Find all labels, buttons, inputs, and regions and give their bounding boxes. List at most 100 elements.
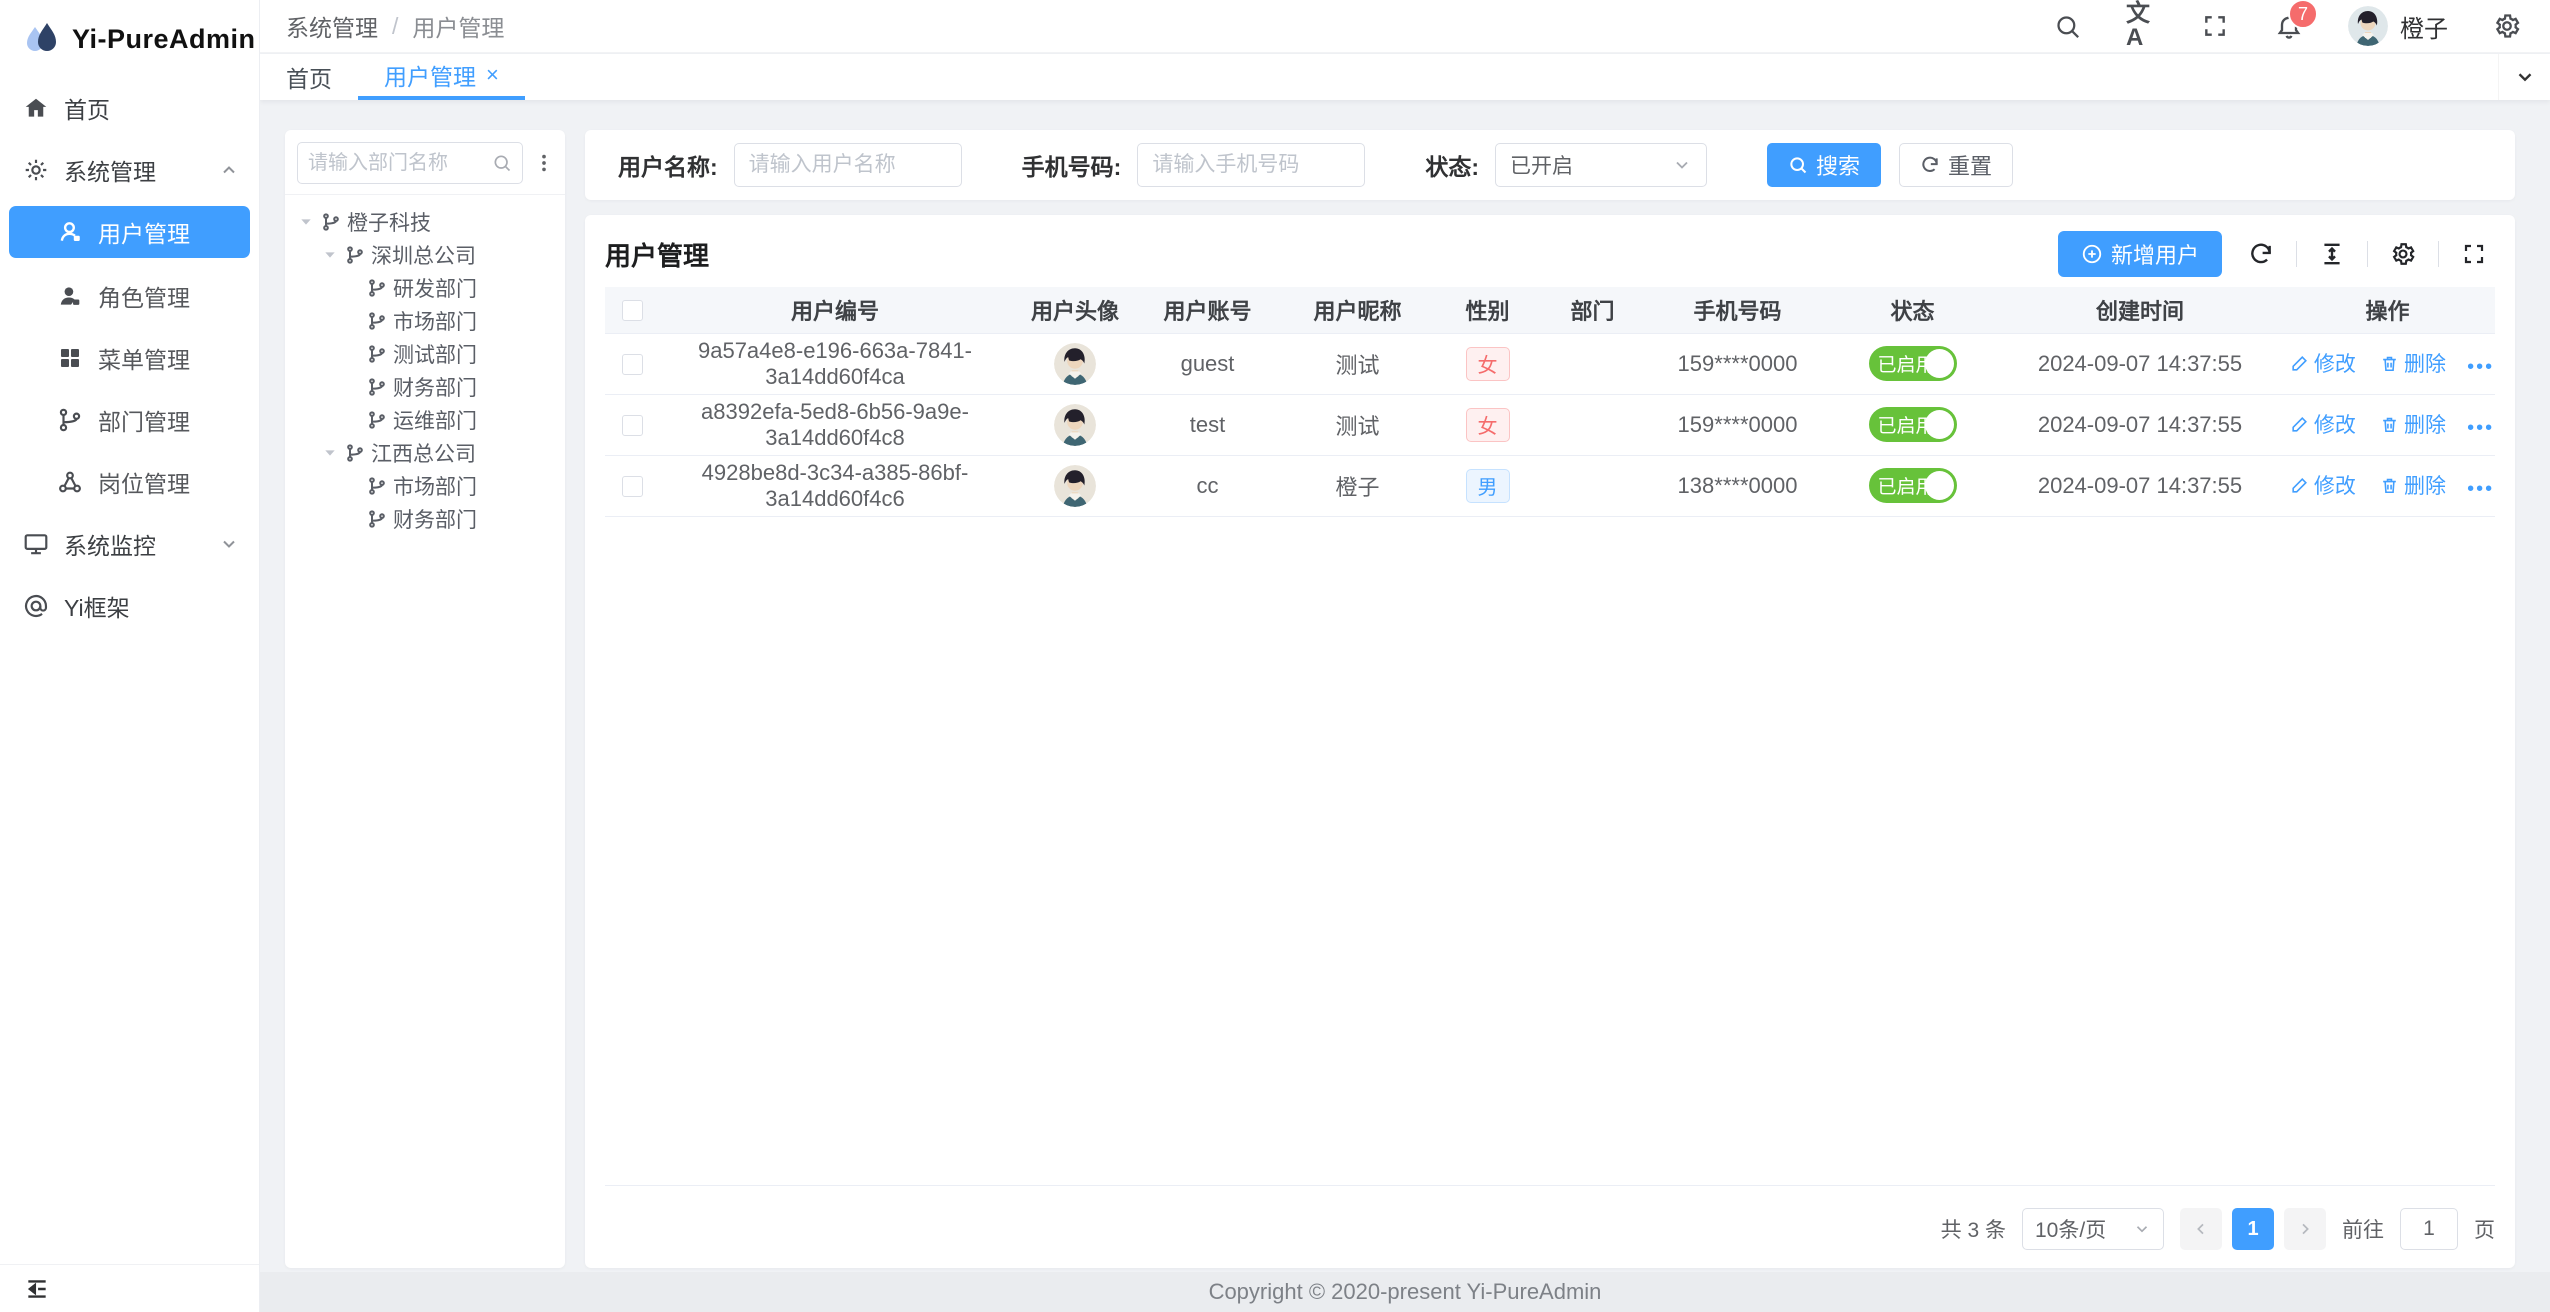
refresh-icon[interactable] (2246, 239, 2276, 269)
department-search-input[interactable] (308, 151, 492, 175)
caret-down-icon[interactable] (293, 214, 319, 230)
translate-icon[interactable]: 文A (2126, 0, 2150, 51)
user-nickname: 测试 (1275, 394, 1440, 456)
tree-node[interactable]: 深圳总公司 (285, 238, 565, 271)
tree-node[interactable]: 市场部门 (285, 469, 565, 502)
edit-link[interactable]: 修改 (2290, 348, 2356, 378)
row-checkbox[interactable] (622, 476, 643, 498)
delete-link[interactable]: 删除 (2380, 348, 2446, 378)
status-toggle[interactable]: 已启用 (1868, 407, 1957, 442)
fullscreen-icon[interactable] (2200, 11, 2230, 41)
tree-node[interactable]: 测试部门 (285, 337, 565, 370)
tab-label: 用户管理 (384, 64, 476, 90)
user-table: 用户编号 用户头像 用户账号 用户昵称 性别 部门 手机号码 状态 创建时间 操… (605, 287, 2495, 517)
tab-actions-dropdown[interactable] (2498, 54, 2550, 100)
edit-link[interactable]: 修改 (2290, 470, 2356, 500)
select-all-checkbox[interactable] (622, 300, 643, 322)
sidebar-item-users[interactable]: 用户管理 (9, 206, 250, 258)
sidebar-collapse-button[interactable] (0, 1264, 259, 1312)
column-header: 操作 (2280, 287, 2495, 333)
row-checkbox[interactable] (622, 415, 643, 437)
sidebar-item-home[interactable]: 首页 (0, 82, 259, 134)
sidebar-group-label: 系统管理 (64, 159, 156, 185)
more-actions-icon[interactable]: ••• (2467, 477, 2495, 500)
logo[interactable]: Yi-PureAdmin (0, 0, 259, 78)
edit-link[interactable]: 修改 (2290, 409, 2356, 439)
sidebar-item-label: 角色管理 (98, 285, 190, 311)
column-header: 性别 (1440, 287, 1535, 333)
at-sign-icon (22, 592, 50, 620)
user-phone: 159****0000 (1650, 333, 1825, 395)
filter-status-value: 已开启 (1510, 155, 1574, 178)
tab-home[interactable]: 首页 (260, 54, 358, 100)
delete-link[interactable]: 删除 (2380, 409, 2446, 439)
filter-name-input[interactable] (733, 143, 962, 187)
page-size-select[interactable]: 10条/页 (2022, 1208, 2164, 1250)
sidebar-item-label: 部门管理 (98, 409, 190, 435)
tree-node[interactable]: 江西总公司 (285, 436, 565, 469)
sidebar-group-system[interactable]: 系统管理 (0, 144, 259, 196)
user-dept (1535, 394, 1650, 456)
avatar (2348, 6, 2388, 46)
filter-status-select[interactable]: 已开启 (1495, 143, 1708, 187)
tree-more-menu-icon[interactable] (531, 148, 557, 178)
tree-node[interactable]: 橙子科技 (285, 205, 565, 238)
status-toggle[interactable]: 已启用 (1868, 346, 1957, 381)
tree-node[interactable]: 财务部门 (285, 370, 565, 403)
gear-icon (22, 156, 50, 184)
tab-user-management[interactable]: 用户管理 × (358, 54, 525, 100)
table-header-row: 用户编号 用户头像 用户账号 用户昵称 性别 部门 手机号码 状态 创建时间 操… (605, 287, 2495, 333)
reset-button[interactable]: 重置 (1899, 143, 2014, 187)
column-settings-gear-icon[interactable] (2388, 239, 2418, 269)
tree-node[interactable]: 财务部门 (285, 502, 565, 535)
tree-node-label: 深圳总公司 (371, 244, 476, 268)
tree-node[interactable]: 运维部门 (285, 403, 565, 436)
filter-phone-input[interactable] (1137, 143, 1366, 187)
row-density-icon[interactable] (2317, 239, 2347, 269)
status-toggle[interactable]: 已启用 (1868, 468, 1957, 503)
user-menu[interactable]: 橙子 (2348, 6, 2448, 46)
more-actions-icon[interactable]: ••• (2467, 416, 2495, 439)
tree-node[interactable]: 研发部门 (285, 271, 565, 304)
department-search-field[interactable] (297, 142, 523, 184)
delete-link[interactable]: 删除 (2380, 470, 2446, 500)
table-fullscreen-icon[interactable] (2459, 239, 2489, 269)
table-toolbar: 新增用户 (2057, 231, 2495, 277)
sidebar-item-posts[interactable]: 岗位管理 (0, 456, 259, 508)
user-nickname: 橙子 (1275, 455, 1440, 517)
next-page-button[interactable] (2284, 1208, 2326, 1250)
page-number-button[interactable]: 1 (2232, 1208, 2274, 1250)
tree-node[interactable]: 市场部门 (285, 304, 565, 337)
column-header: 用户头像 (1010, 287, 1140, 333)
prev-page-button[interactable] (2180, 1208, 2222, 1250)
sidebar: Yi-PureAdmin 首页 系统管理 (0, 0, 260, 1312)
tree-node-label: 财务部门 (393, 376, 477, 400)
breadcrumb-parent[interactable]: 系统管理 (286, 15, 378, 41)
caret-down-icon[interactable] (317, 247, 343, 263)
sidebar-item-menus[interactable]: 菜单管理 (0, 332, 259, 384)
add-user-button[interactable]: 新增用户 (2057, 231, 2222, 277)
sidebar-item-departments[interactable]: 部门管理 (0, 394, 259, 446)
created-time: 2024-09-07 14:37:55 (2000, 394, 2280, 456)
sidebar-group-monitor[interactable]: 系统监控 (0, 518, 259, 570)
settings-gear-icon[interactable] (2492, 11, 2522, 41)
user-phone: 138****0000 (1650, 455, 1825, 517)
sidebar-item-roles[interactable]: 角色管理 (0, 270, 259, 322)
tabbar: 首页 用户管理 × (260, 54, 2550, 100)
notification-bell-icon[interactable]: 7 (2274, 0, 2318, 41)
sidebar-submenu-system: 用户管理 角色管理 菜单管理 (0, 206, 259, 508)
tab-close-icon[interactable]: × (486, 62, 499, 87)
search-icon[interactable] (2052, 11, 2082, 41)
tree-node-label: 运维部门 (393, 409, 477, 433)
filter-status-label: 状态: (1425, 154, 1480, 180)
row-checkbox[interactable] (622, 354, 643, 376)
sidebar-item-framework[interactable]: Yi框架 (0, 580, 259, 632)
search-button[interactable]: 搜索 (1767, 143, 1882, 187)
goto-page-input[interactable] (2400, 1208, 2458, 1250)
toggle-knob (1924, 349, 1954, 378)
column-header: 状态 (1825, 287, 2000, 333)
more-actions-icon[interactable]: ••• (2467, 355, 2495, 378)
caret-down-icon[interactable] (317, 445, 343, 461)
tree-node-label: 测试部门 (393, 343, 477, 367)
divider (605, 1185, 2495, 1186)
